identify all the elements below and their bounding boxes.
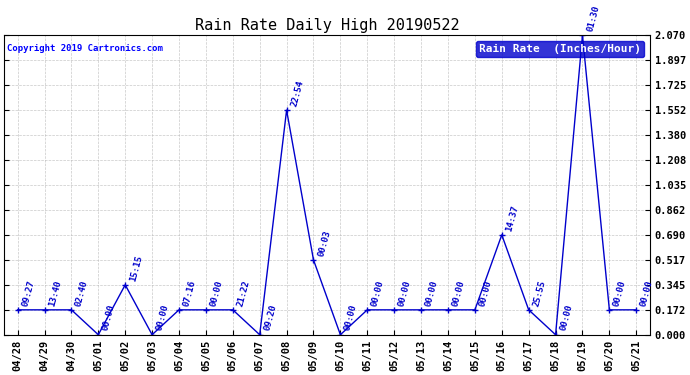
Text: 07:16: 07:16 xyxy=(181,279,197,307)
Text: 13:40: 13:40 xyxy=(48,279,63,307)
Text: 00:00: 00:00 xyxy=(208,279,224,307)
Text: 01:30: 01:30 xyxy=(585,4,601,33)
Text: 00:00: 00:00 xyxy=(424,279,440,307)
Text: 09:20: 09:20 xyxy=(262,304,278,332)
Text: 00:00: 00:00 xyxy=(155,304,170,332)
Text: 00:00: 00:00 xyxy=(612,279,628,307)
Text: 00:00: 00:00 xyxy=(451,279,466,307)
Text: 00:00: 00:00 xyxy=(639,279,655,307)
Text: 00:00: 00:00 xyxy=(343,304,359,332)
Text: 00:00: 00:00 xyxy=(558,304,574,332)
Text: 14:37: 14:37 xyxy=(504,204,520,232)
Text: Copyright 2019 Cartronics.com: Copyright 2019 Cartronics.com xyxy=(8,44,164,53)
Title: Rain Rate Daily High 20190522: Rain Rate Daily High 20190522 xyxy=(195,18,460,33)
Text: 09:27: 09:27 xyxy=(21,279,36,307)
Text: 21:22: 21:22 xyxy=(235,279,251,307)
Text: 00:00: 00:00 xyxy=(101,304,117,332)
Text: 02:40: 02:40 xyxy=(75,279,90,307)
Text: 25:55: 25:55 xyxy=(531,279,547,307)
Text: 22:54: 22:54 xyxy=(289,79,305,107)
Legend: Rain Rate  (Inches/Hour): Rain Rate (Inches/Hour) xyxy=(475,41,644,57)
Text: 15:15: 15:15 xyxy=(128,254,144,282)
Text: 00:00: 00:00 xyxy=(397,279,413,307)
Text: 00:03: 00:03 xyxy=(316,229,332,257)
Text: 00:00: 00:00 xyxy=(370,279,386,307)
Text: 00:00: 00:00 xyxy=(477,279,493,307)
